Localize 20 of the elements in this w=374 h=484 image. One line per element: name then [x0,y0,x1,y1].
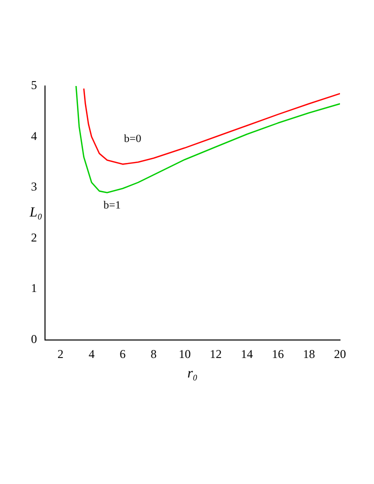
y-tick-label: 5 [31,78,37,92]
y-tick-label: 1 [31,281,37,296]
x-tick-label: 18 [302,347,315,362]
x-tick-label: 10 [178,347,191,362]
y-tick-label: 0 [31,332,37,346]
x-tick-label: 16 [272,347,284,362]
x-tick-label: 6 [120,347,126,362]
x-tick-label: 2 [58,347,64,362]
y-tick-label: 4 [31,128,37,143]
y-tick-label: 2 [31,230,37,244]
x-axis-title: r₀ [187,366,198,382]
x-tick-label: 14 [240,347,253,362]
x-tick-label: 8 [150,347,157,362]
y-axis-title: L₀ [28,206,42,221]
series-label: b=1 [103,199,121,212]
series-label: b=0 [124,133,142,146]
x-tick-label: 20 [334,347,346,362]
x-tick-label: 4 [88,347,95,362]
x-tick-label: 12 [210,347,222,362]
y-tick-label: 3 [31,180,37,194]
